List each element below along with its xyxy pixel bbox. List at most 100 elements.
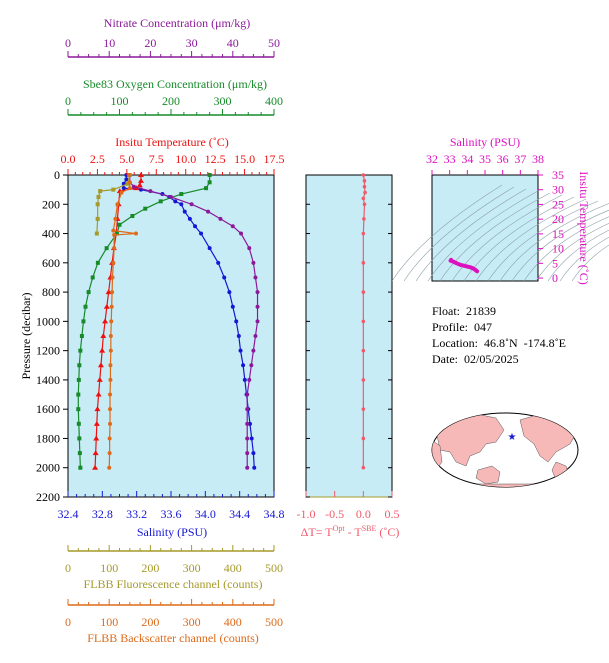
salinity-point [193,224,198,229]
pressure-tick-label: 1200 [36,344,60,358]
delta-t-point [361,407,366,411]
float-location-marker: ★ [508,432,517,443]
nitrate-point [253,334,258,338]
backscatter-point [108,348,113,353]
ts-salinity-tick-label: 34 [461,152,473,166]
float-id: Float: 21839 [432,304,497,318]
temperature-point [92,464,99,470]
pressure-tick-label: 600 [42,256,60,270]
oxygen-tick-label: 300 [214,94,232,108]
delta-t-point [361,348,366,353]
delta-tick-label: 0.0 [356,507,371,521]
profile-date: Date: 02/05/2025 [432,352,519,366]
ts-series-group [448,257,480,274]
oxygen-point [114,231,119,236]
backscatter-point [112,246,117,251]
oxygen-point [130,213,135,218]
oxygen-point [158,199,163,204]
salinity-point [230,304,235,309]
salinity-point [216,260,221,265]
oxygen-point [76,392,81,397]
salinity-point [241,363,246,368]
ts-temperature-tick-label: 0 [552,271,558,285]
fluorescence-tick-label: 200 [141,561,159,575]
ts-salinity-tick-label: 36 [497,152,509,166]
fluorescence-point [125,181,130,186]
temperature-point [103,303,110,309]
salinity-tick-label: 32.4 [58,507,79,521]
backscatter-tick-label: 500 [265,615,283,629]
backscatter-tick-label: 300 [183,615,201,629]
nitrate-point [169,194,173,199]
fluorescence-tick-label: 400 [224,561,242,575]
backscatter-point [107,451,112,456]
temperature-tick-label: 7.5 [149,152,164,166]
backscatter-point [127,180,132,185]
nitrate-tick-label: 20 [144,36,156,50]
salinity-point [207,246,212,251]
salinity-point [227,290,232,295]
oxygen-point [95,260,100,265]
oxygen-point [77,363,82,368]
nitrate-point [245,392,250,397]
fluorescence-tick-label: 100 [100,561,118,575]
ts-salinity-tick-label: 32 [426,152,438,166]
ts-salinity-axis-label: Salinity (PSU) [450,135,520,149]
profile-number: Profile: 047 [432,320,492,334]
delta-t-point [361,436,366,441]
backscatter-tick-label: 400 [224,615,242,629]
pressure-tick-label: 1000 [36,314,60,328]
salinity-point [236,334,241,338]
pressure-tick-label: 400 [42,227,60,241]
temperature-point [97,362,104,368]
oxygen-point [77,451,82,456]
nitrate-point [206,209,211,214]
backscatter-point [109,304,114,309]
salinity-point [124,177,129,182]
nitrate-point [218,216,223,221]
oxygen-point [104,246,109,251]
delta-t-point [361,261,366,265]
pressure-tick-label: 0 [54,168,60,182]
ts-density-contour [559,236,609,282]
oxygen-tick-label: 100 [111,94,129,108]
nitrate-tick-label: 0 [65,36,71,50]
nitrate-point [249,363,254,368]
salinity-point [173,199,178,204]
salinity-point [199,231,204,236]
fluorescence-point [94,231,99,236]
oxygen-tick-label: 0 [65,94,71,108]
backscatter-point [113,216,118,221]
backscatter-point [112,233,117,238]
ts-density-contours [391,184,609,282]
nitrate-point [255,319,260,324]
salinity-point [252,465,257,470]
delta-t-point [361,378,366,382]
fluorescence-tick-label: 300 [183,561,201,575]
salinity-point [182,209,187,214]
oxygen-point [76,377,81,382]
ts-density-contour [391,184,503,282]
temperature-point [93,420,100,426]
delta-t-point [362,184,367,189]
nitrate-tick-label: 10 [103,36,115,50]
pressure-tick-label: 1800 [36,431,60,445]
nitrate-point [247,246,252,251]
salinity-point [251,451,256,456]
temperature-point [137,177,144,183]
salinity-point [222,275,227,280]
nitrate-point [148,189,153,194]
salinity-axis-label: Salinity (PSU) [137,525,207,539]
temperature-tick-label: 17.5 [264,152,285,166]
temperature-tick-label: 0.0 [61,152,76,166]
ts-density-contour [403,186,515,282]
fluorescence-tick-label: 500 [265,561,283,575]
oxygen-point [76,407,81,412]
oxygen-tick-label: 200 [162,94,180,108]
fluorescence-point [96,194,101,199]
temperature-point [99,347,106,353]
nitrate-point [247,377,252,382]
ts-density-contour [511,209,609,282]
nitrate-point [251,260,256,265]
salinity-point [247,421,252,426]
